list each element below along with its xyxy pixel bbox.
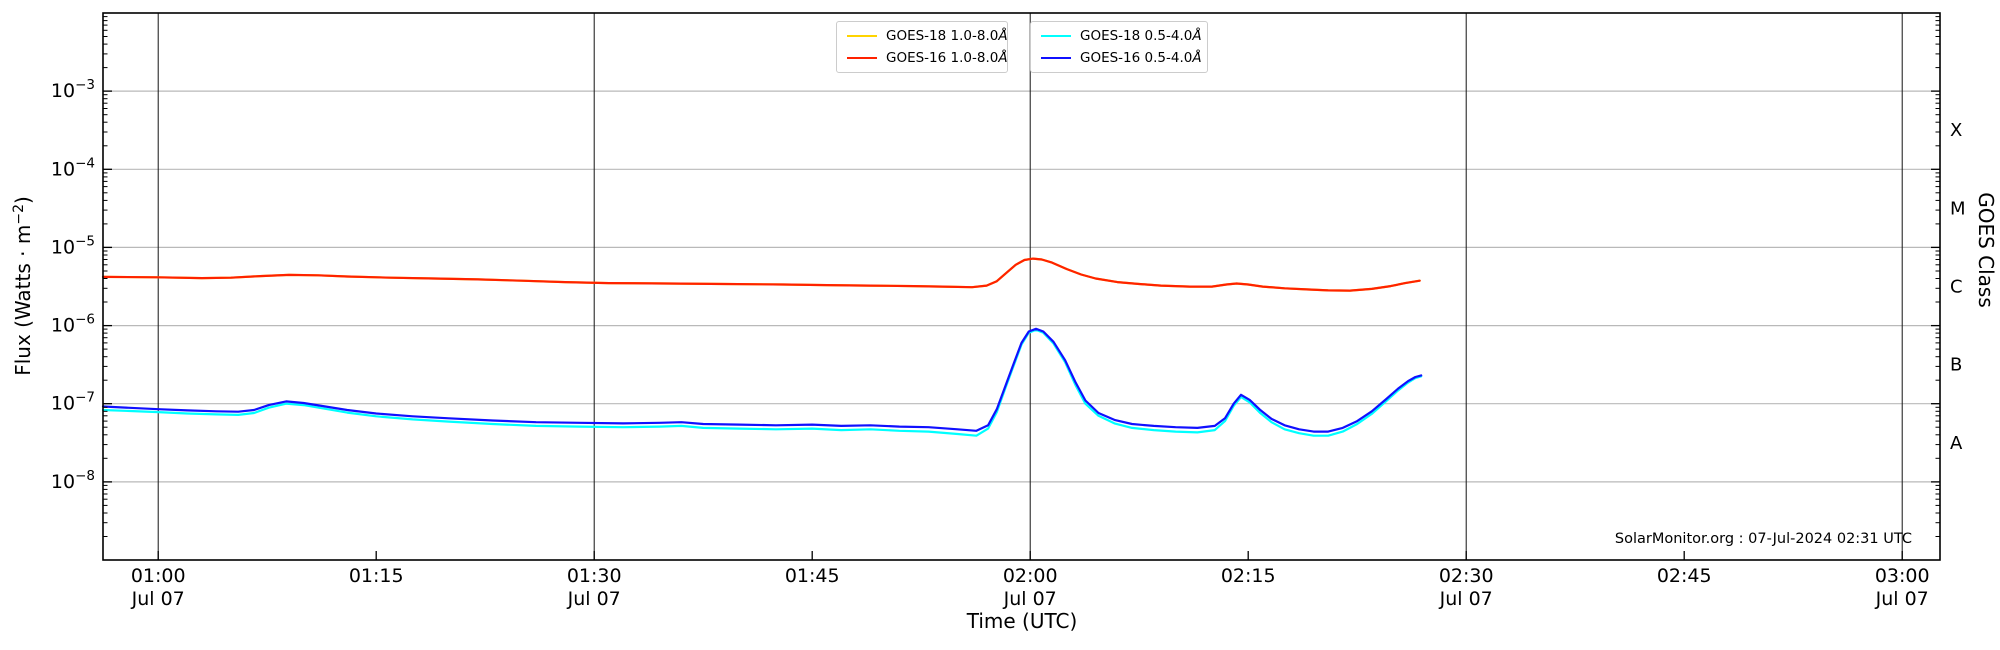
x-tick-date-label: Jul 07 (131, 588, 185, 610)
legend-item-goes16-long: GOES-16 1.0-8.0Å (847, 48, 1008, 68)
goes16-short-swatch (1041, 56, 1071, 60)
legend-item-goes18-short: GOES-18 0.5-4.0Å (1041, 26, 1202, 46)
y-axis-label-left: Flux (Watts · m−2) (11, 196, 35, 376)
legend-label: GOES-18 0.5-4.0Å (1080, 28, 1202, 44)
x-tick-label: 01:30 (567, 565, 622, 587)
x-tick-label: 02:45 (1657, 565, 1712, 587)
plot-border (102, 12, 1941, 561)
legend-label: GOES-18 1.0-8.0Å (886, 28, 1008, 44)
x-tick-date-label: Jul 07 (1439, 588, 1493, 610)
legend-item-goes18-long: GOES-18 1.0-8.0Å (847, 26, 1008, 46)
goes-class-tick-C: C (1950, 277, 1963, 298)
legend-label: GOES-16 0.5-4.0Å (1080, 50, 1202, 66)
goes18-short-swatch (1041, 34, 1071, 38)
x-tick-date-label: Jul 07 (1875, 588, 1929, 610)
x-tick-label: 02:30 (1439, 565, 1494, 587)
series-goes16_long (101, 257, 1421, 292)
goes18-long-swatch (847, 34, 877, 38)
watermark-text: SolarMonitor.org : 07-Jul-2024 02:31 UTC (1615, 531, 1912, 547)
y-tick-label: 10−4 (51, 155, 95, 180)
y-tick-label: 10−6 (51, 312, 95, 337)
goes-class-tick-B: B (1950, 355, 1962, 376)
y-axis-label-right: GOES Class (1974, 192, 1998, 308)
goes-class-tick-M: M (1950, 198, 1966, 219)
x-tick-date-label: Jul 07 (1003, 588, 1057, 610)
series-goes16_short (101, 327, 1423, 433)
x-tick-label: 01:00 (131, 565, 186, 587)
legend-box-long-channel: GOES-18 1.0-8.0Å GOES-16 1.0-8.0Å (836, 21, 1008, 73)
x-axis-label: Time (UTC) (966, 609, 1078, 633)
x-tick-date-label: Jul 07 (567, 588, 621, 610)
y-tick-label: 10−5 (51, 233, 95, 258)
goes-class-tick-A: A (1950, 433, 1963, 454)
goes16-long-swatch (847, 56, 877, 60)
legend-item-goes16-short: GOES-16 0.5-4.0Å (1041, 48, 1202, 68)
x-tick-label: 02:00 (1003, 565, 1058, 587)
y-tick-label: 10−7 (51, 390, 95, 415)
goes-class-tick-X: X (1950, 120, 1962, 141)
legend-box-short-channel: GOES-18 0.5-4.0Å GOES-16 0.5-4.0Å (1030, 21, 1208, 73)
x-tick-label: 03:00 (1875, 565, 1930, 587)
y-tick-label: 10−3 (51, 77, 95, 102)
x-tick-label: 01:15 (349, 565, 404, 587)
legend-label: GOES-16 1.0-8.0Å (886, 50, 1008, 66)
x-tick-label: 01:45 (785, 565, 840, 587)
x-tick-label: 02:15 (1221, 565, 1276, 587)
y-tick-label: 10−8 (51, 468, 95, 493)
